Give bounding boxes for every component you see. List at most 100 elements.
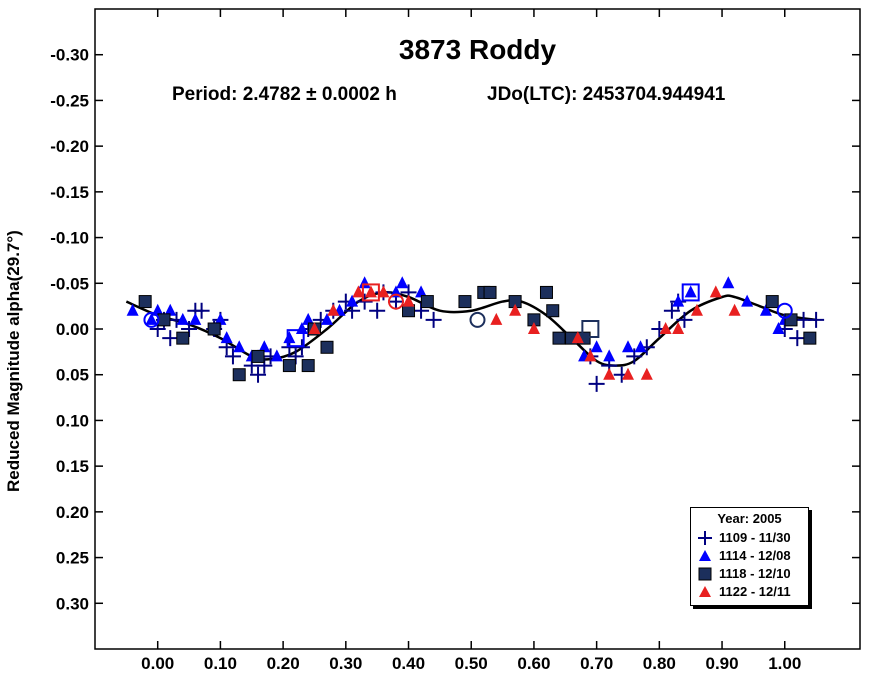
data-point-series-2 bbox=[765, 295, 779, 309]
highlighted-point bbox=[581, 320, 600, 338]
data-point-series-2 bbox=[176, 331, 190, 345]
y-tick-label: 0.30 bbox=[56, 594, 89, 613]
data-point-series-1 bbox=[634, 340, 647, 353]
y-tick-label: -0.05 bbox=[50, 274, 89, 293]
x-axis: 0.00 0.10 0.20 0.30 0.40 0.50 0.60 0.70 0.80 0.90… bbox=[141, 9, 801, 673]
data-point-series-2 bbox=[552, 331, 566, 345]
data-point-series-0 bbox=[588, 375, 605, 392]
data-point-series-1 bbox=[164, 303, 177, 316]
data-point-series-0 bbox=[663, 302, 680, 319]
x-tick-label: 0.40 bbox=[392, 654, 425, 673]
y-tick-label: -0.10 bbox=[50, 229, 89, 248]
legend-item-0: 1109 - 11/30 bbox=[697, 529, 805, 547]
y-tick-label: -0.20 bbox=[50, 137, 89, 156]
data-point-series-2 bbox=[207, 322, 221, 336]
x-tick-label: 0.60 bbox=[517, 654, 550, 673]
x-tick-label: 0.50 bbox=[455, 654, 488, 673]
data-point-series-0 bbox=[193, 302, 210, 319]
data-point-series-1 bbox=[590, 340, 603, 353]
highlighted-point bbox=[681, 283, 700, 302]
data-point-series-0 bbox=[293, 339, 310, 356]
data-point-series-3 bbox=[327, 303, 340, 316]
data-point-series-3 bbox=[690, 303, 703, 316]
data-point-series-1 bbox=[321, 312, 334, 325]
data-point-series-2 bbox=[232, 368, 246, 382]
legend-label-0: 1109 - 11/30 bbox=[719, 530, 791, 545]
highlighted-point bbox=[776, 302, 793, 319]
data-point-series-0 bbox=[676, 311, 693, 328]
x-tick-label: 0.20 bbox=[267, 654, 300, 673]
data-point-series-3 bbox=[527, 322, 540, 334]
data-point-series-3 bbox=[640, 367, 653, 380]
data-point-series-2 bbox=[539, 285, 553, 299]
legend-item-2: 1118 - 12/10 bbox=[697, 565, 805, 583]
data-point-series-3 bbox=[672, 322, 685, 334]
chart-subtitle-epoch: JDo(LTC): 2453704.944941 bbox=[487, 84, 726, 105]
data-point-series-2 bbox=[803, 331, 817, 345]
data-point-series-1 bbox=[258, 340, 271, 353]
data-point-series-3 bbox=[308, 322, 321, 334]
x-tick-label: 0.30 bbox=[329, 654, 362, 673]
x-tick-label: 1.00 bbox=[768, 654, 801, 673]
data-point-series-0 bbox=[808, 311, 825, 328]
data-point-series-2 bbox=[320, 340, 334, 354]
data-point-series-1 bbox=[302, 312, 315, 325]
data-point-series-1 bbox=[741, 294, 754, 307]
highlighted-point bbox=[361, 283, 380, 302]
data-point-series-0 bbox=[789, 330, 806, 347]
data-marks bbox=[126, 276, 825, 392]
y-axis: -0.30 -0.25 -0.20 -0.15 -0.10 -0.05 0.00 0.05 0.… bbox=[50, 46, 860, 613]
y-tick-label: 0.05 bbox=[56, 366, 89, 385]
data-point-series-3 bbox=[509, 303, 522, 316]
data-point-series-3 bbox=[571, 331, 584, 344]
data-point-series-0 bbox=[250, 366, 267, 383]
y-tick-label: 0.15 bbox=[56, 457, 89, 476]
data-point-series-3 bbox=[490, 312, 503, 325]
data-point-series-2 bbox=[546, 304, 560, 318]
data-point-series-1 bbox=[415, 285, 428, 298]
data-point-series-3 bbox=[584, 349, 597, 362]
data-point-series-2 bbox=[301, 359, 315, 373]
data-point-series-1 bbox=[772, 322, 785, 334]
highlighted-point bbox=[469, 311, 486, 328]
data-point-series-0 bbox=[356, 293, 373, 310]
data-point-series-1 bbox=[220, 331, 233, 344]
y-axis-label: Reduced Magnitude alpha(29.7°) bbox=[4, 230, 23, 492]
data-point-series-3 bbox=[659, 322, 672, 334]
data-point-series-2 bbox=[420, 295, 434, 309]
y-tick-label: -0.15 bbox=[50, 183, 89, 202]
y-tick-label: -0.25 bbox=[50, 91, 89, 110]
data-point-series-1 bbox=[759, 303, 772, 316]
data-point-series-1 bbox=[621, 340, 634, 353]
data-point-series-2 bbox=[282, 359, 296, 373]
chart-title: 3873 Roddy bbox=[398, 34, 557, 65]
legend-item-3: 1122 - 12/11 bbox=[697, 583, 805, 601]
data-point-series-1 bbox=[346, 294, 359, 307]
data-point-series-0 bbox=[162, 330, 179, 347]
data-point-series-3 bbox=[377, 285, 390, 298]
legend-label-3: 1122 - 12/11 bbox=[719, 584, 791, 599]
x-tick-label: 0.00 bbox=[141, 654, 174, 673]
data-point-series-1 bbox=[672, 294, 685, 307]
data-point-series-2 bbox=[157, 313, 171, 327]
x-tick-label: 0.80 bbox=[643, 654, 676, 673]
data-point-series-1 bbox=[214, 312, 227, 325]
data-point-series-1 bbox=[270, 349, 283, 362]
highlighted-point bbox=[286, 329, 305, 348]
data-point-series-2 bbox=[138, 295, 152, 309]
data-point-series-2 bbox=[458, 295, 472, 309]
data-point-series-1 bbox=[684, 285, 697, 298]
y-tick-label: 0.00 bbox=[56, 320, 89, 339]
data-point-series-1 bbox=[283, 331, 296, 344]
data-point-series-0 bbox=[626, 348, 643, 365]
y-tick-label: 0.25 bbox=[56, 549, 89, 568]
y-tick-label: 0.20 bbox=[56, 503, 89, 522]
data-point-series-1 bbox=[176, 312, 189, 325]
legend-square-icon bbox=[698, 567, 712, 581]
data-point-series-0 bbox=[224, 348, 241, 365]
y-tick-label: 0.10 bbox=[56, 411, 89, 430]
highlighted-point bbox=[387, 293, 404, 310]
data-point-series-1 bbox=[126, 303, 139, 316]
legend-title: Year: 2005 bbox=[717, 511, 782, 526]
x-tick-label: 0.90 bbox=[706, 654, 739, 673]
